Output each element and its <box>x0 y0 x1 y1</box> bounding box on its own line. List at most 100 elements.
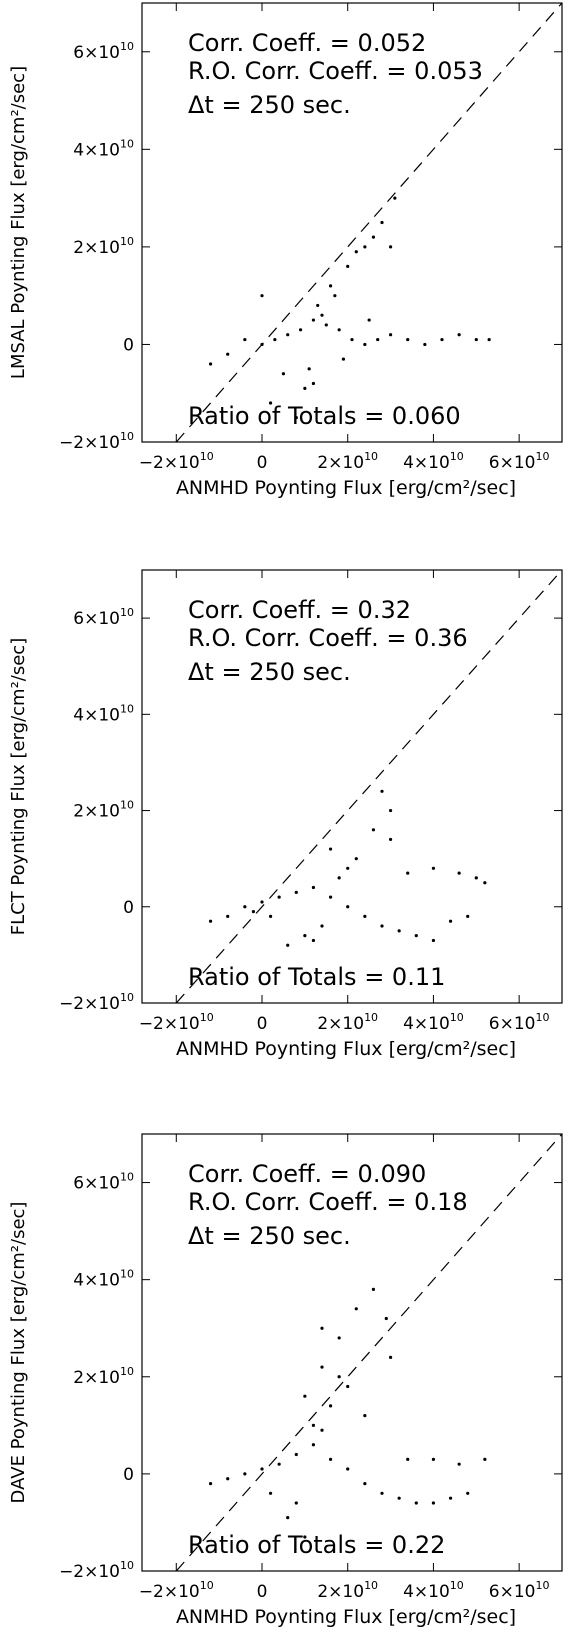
scatter-point <box>243 905 247 909</box>
x-tick-label: 6×1010 <box>489 1579 550 1602</box>
y-tick-label: 2×1010 <box>73 235 134 258</box>
scatter-point <box>251 909 256 914</box>
scatter-point <box>277 1462 281 1466</box>
scatter-point <box>354 1307 358 1311</box>
scatter-point <box>320 1365 324 1369</box>
scatter-point <box>388 245 393 249</box>
x-tick-label: 0 <box>257 453 268 473</box>
panel-dave: −2×1010 0 2×1010 4×1010 6×1010−2×101002×1010… <box>8 1133 563 1628</box>
scatter-point <box>260 1467 264 1471</box>
x-tick-mantissa: 6×10 <box>489 1014 536 1034</box>
scatter-point <box>346 866 350 870</box>
scatter-point <box>208 919 213 923</box>
scatter-point <box>268 1491 273 1495</box>
y-tick-label: 6×1010 <box>73 40 134 63</box>
x-tick-mantissa: 2×10 <box>317 453 364 473</box>
scatter-point <box>371 1287 376 1291</box>
x-tick-exponent: 10 <box>450 1011 464 1024</box>
x-tick-exponent: 10 <box>364 1579 378 1592</box>
y-tick-mantissa: 0 <box>123 1465 134 1485</box>
x-tick-label: 0 <box>257 1582 268 1602</box>
x-tick-label: −2×1010 <box>139 450 214 473</box>
x-tick-mantissa: 2×10 <box>317 1582 364 1602</box>
y-tick-exponent: 10 <box>120 1171 134 1184</box>
y-tick-label: 2×1010 <box>73 799 134 822</box>
scatter-point <box>320 924 324 928</box>
x-axis-label: ANMHD Poynting Flux [erg/cm²/sec] <box>176 1606 516 1628</box>
y-tick-exponent: 10 <box>120 799 134 812</box>
scatter-point <box>448 1496 453 1500</box>
y-tick-mantissa: 2×10 <box>73 1368 120 1388</box>
x-tick-mantissa: 6×10 <box>489 1582 536 1602</box>
x-tick-exponent: 10 <box>450 1579 464 1592</box>
stat-annotation: Corr. Coeff. = 0.32 <box>188 596 411 624</box>
x-tick-label: 2×1010 <box>317 1579 378 1602</box>
scatter-point <box>457 1462 461 1466</box>
scatter-point <box>457 333 461 337</box>
scatter-point <box>320 1326 324 1330</box>
scatter-point <box>337 1336 341 1340</box>
scatter-point <box>311 1423 316 1427</box>
stat-annotation: Δt = 250 sec. <box>188 91 351 119</box>
scatter-point <box>337 328 341 332</box>
scatter-point <box>457 871 461 875</box>
scatter-point <box>243 1472 247 1476</box>
scatter-point <box>376 337 380 342</box>
x-tick-exponent: 10 <box>364 450 378 463</box>
scatter-point <box>474 876 478 880</box>
y-tick-exponent: 10 <box>120 1365 134 1378</box>
scatter-point <box>273 337 277 342</box>
scatter-point <box>423 342 427 347</box>
panel-lmsal: −2×1010 0 2×1010 4×1010 6×1010−2×101002×1010… <box>8 2 563 499</box>
y-tick-mantissa: 4×10 <box>73 140 120 160</box>
scatter-point <box>406 337 410 342</box>
scatter-point <box>333 294 337 298</box>
x-tick-label: 4×1010 <box>403 1579 464 1602</box>
scatter-point <box>277 895 281 899</box>
scatter-point <box>380 789 384 793</box>
scatter-point <box>363 1482 367 1486</box>
x-tick-label: −2×1010 <box>139 1011 214 1034</box>
scatter-point <box>294 416 298 420</box>
scatter-point <box>350 337 354 342</box>
scatter-point <box>208 1482 213 1486</box>
x-tick-exponent: 10 <box>200 1011 214 1024</box>
scatter-point <box>483 881 487 885</box>
stat-annotation: Corr. Coeff. = 0.052 <box>188 29 426 57</box>
x-axis-label: ANMHD Poynting Flux [erg/cm²/sec] <box>176 1038 516 1060</box>
scatter-point <box>363 342 367 347</box>
scatter-point <box>303 934 307 938</box>
y-tick-label: 6×1010 <box>73 1171 134 1194</box>
scatter-point <box>303 386 307 390</box>
x-axis-label: ANMHD Poynting Flux [erg/cm²/sec] <box>176 477 516 499</box>
scatter-point <box>328 1457 333 1461</box>
scatter-point <box>341 357 346 361</box>
scatter-point <box>346 1384 350 1389</box>
y-tick-exponent: 10 <box>120 40 134 53</box>
scatter-point <box>286 333 290 337</box>
scatter-point <box>371 235 376 239</box>
scatter-point <box>474 337 478 342</box>
ratio-annotation: Ratio of Totals = 0.11 <box>188 963 445 991</box>
y-tick-exponent: 10 <box>120 606 134 619</box>
x-tick-mantissa: 0 <box>257 453 268 473</box>
scatter-point <box>397 929 401 933</box>
scatter-point <box>388 837 393 842</box>
scatter-point <box>431 866 436 870</box>
y-axis-label: LMSAL Poynting Flux [erg/cm²/sec] <box>8 66 29 379</box>
y-tick-mantissa: 0 <box>123 898 134 918</box>
stat-annotation: Δt = 250 sec. <box>188 1222 351 1250</box>
scatter-point <box>294 1452 298 1457</box>
scatter-point <box>311 885 316 890</box>
x-tick-label: 6×1010 <box>489 450 550 473</box>
scatter-point <box>431 938 436 943</box>
scatter-point <box>448 919 453 923</box>
reference-line-y-equals-x <box>175 1133 563 1572</box>
scatter-point <box>483 1457 487 1461</box>
stat-annotation: Corr. Coeff. = 0.090 <box>188 1160 426 1188</box>
scatter-point <box>294 890 298 894</box>
y-tick-label: −2×1010 <box>59 430 134 453</box>
scatter-point <box>397 1496 401 1500</box>
scatter-point <box>388 1355 393 1359</box>
